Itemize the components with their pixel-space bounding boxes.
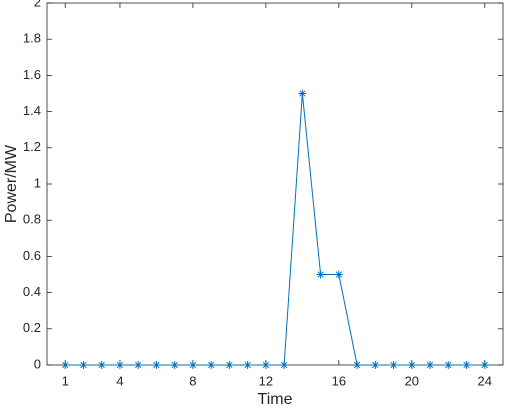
y-tick-label: 0 [34,356,41,371]
x-tick-label: 20 [405,373,419,388]
marker [261,361,270,369]
marker [389,361,398,369]
marker [334,270,343,279]
marker [426,361,435,369]
x-tick-label: 16 [332,373,346,388]
y-tick-label: 1.6 [23,67,41,82]
marker [97,361,106,369]
y-tick-label: 0.2 [23,320,41,335]
x-tick-label: 8 [189,373,196,388]
marker [61,361,70,369]
marker [298,89,307,98]
y-tick-label: 0.4 [23,284,41,299]
marker [152,361,161,369]
marker [280,361,289,369]
marker [444,361,453,369]
y-tick-label: 1.2 [23,139,41,154]
marker [480,361,489,369]
y-tick-label: 2 [34,0,41,9]
marker [115,361,124,369]
marker [407,361,416,369]
x-axis-label: Time [258,391,293,408]
marker [170,361,179,369]
x-tick-label: 1 [62,373,69,388]
y-tick-label: 1.8 [23,31,41,46]
y-axis-label: Power/MW [3,144,20,223]
axes-box [46,2,504,366]
y-tick-label: 0.6 [23,248,41,263]
marker [134,361,143,369]
marker [353,361,362,369]
marker [188,361,197,369]
marker [462,361,471,369]
x-tick-label: 12 [259,373,273,388]
marker [79,361,88,369]
y-tick-label: 1.4 [23,103,41,118]
y-tick-label: 1 [34,175,41,190]
marker [225,361,234,369]
y-tick-label: 0.8 [23,212,41,227]
marker [207,361,216,369]
marker [371,361,380,369]
marker [316,270,325,279]
x-tick-label: 4 [116,373,123,388]
line [65,93,485,366]
marker [243,361,252,369]
x-tick-label: 24 [478,373,492,388]
